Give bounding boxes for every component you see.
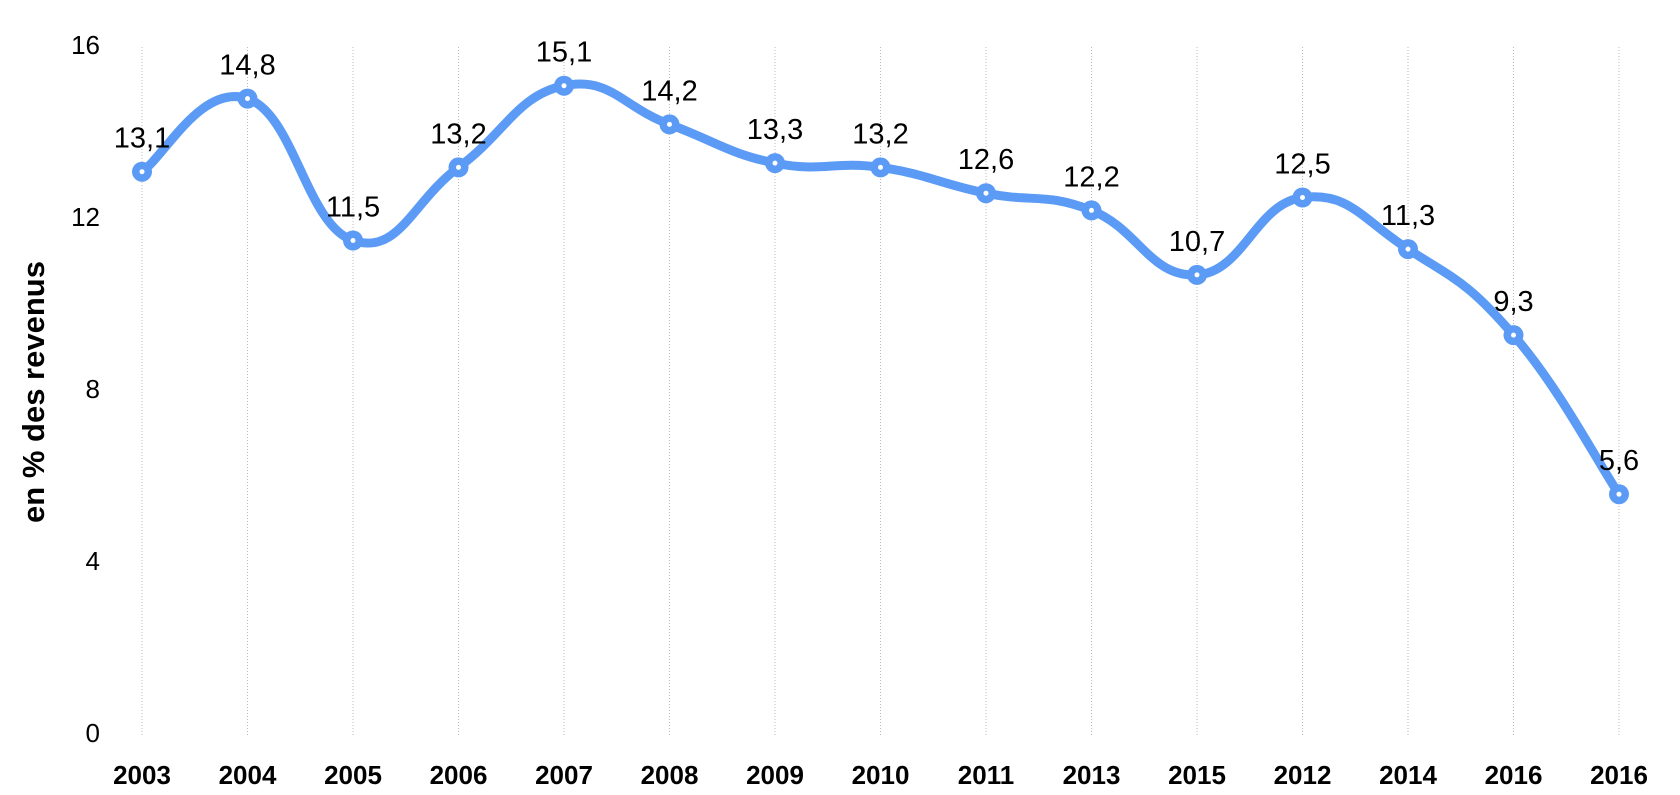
- data-label: 9,3: [1493, 286, 1533, 318]
- data-point-center: [1300, 195, 1305, 200]
- data-point-center: [139, 169, 145, 175]
- x-tick-label: 2005: [324, 760, 382, 790]
- x-tick-label: 2011: [958, 760, 1014, 790]
- y-axis-title: en % des revenus: [16, 261, 51, 523]
- data-label: 15,1: [536, 37, 592, 69]
- x-tick-label: 2004: [219, 760, 277, 790]
- data-label: 5,6: [1599, 445, 1639, 477]
- y-tick-label: 16: [71, 30, 100, 60]
- data-point-center: [1616, 491, 1622, 497]
- x-tick-label: 2016: [1485, 760, 1543, 790]
- data-label: 13,3: [747, 114, 803, 146]
- data-point-center: [1194, 272, 1200, 278]
- data-points: [132, 75, 1629, 505]
- x-tick-label: 2006: [430, 760, 488, 790]
- data-label: 13,1: [114, 123, 170, 155]
- data-point-center: [561, 83, 567, 89]
- data-label: 14,8: [219, 50, 275, 82]
- data-point-center: [1405, 246, 1411, 252]
- x-tick-label: 2003: [113, 760, 171, 790]
- y-tick-label: 8: [86, 374, 100, 404]
- data-label: 14,2: [641, 75, 697, 107]
- data-point-center: [878, 164, 883, 170]
- data-point-center: [983, 190, 989, 196]
- y-tick-label: 0: [86, 718, 100, 748]
- data-label: 11,5: [326, 192, 380, 224]
- x-tick-label: 2007: [535, 760, 593, 790]
- data-point-center: [772, 160, 778, 166]
- x-tick-label: 2014: [1379, 760, 1437, 790]
- data-label: 12,6: [958, 144, 1014, 176]
- x-axis-ticks: 2003 2004 2005 2006 2007 2008 2009 2010 2011 2013…: [113, 760, 1648, 790]
- y-axis-ticks: 0 4 8 12 16: [71, 30, 100, 748]
- data-label: 12,5: [1274, 149, 1330, 181]
- data-label: 13,2: [430, 118, 486, 150]
- x-tick-label: 2010: [852, 760, 910, 790]
- x-tick-label: 2013: [1063, 760, 1121, 790]
- data-label: 10,7: [1169, 226, 1225, 258]
- x-tick-label: 2016: [1590, 760, 1648, 790]
- data-point-center: [456, 164, 461, 170]
- x-tick-label: 2015: [1168, 760, 1226, 790]
- data-label: 11,3: [1381, 200, 1435, 232]
- data-point-center: [1511, 332, 1516, 338]
- data-point-center: [667, 121, 672, 127]
- x-tick-label: 2012: [1274, 760, 1332, 790]
- data-point-center: [245, 96, 250, 102]
- data-point-center: [350, 238, 356, 243]
- x-tick-label: 2009: [746, 760, 804, 790]
- data-labels: 13,1 14,8 11,5 13,2 15,1 14,2 13,3 13,2 12,6 12,2…: [114, 37, 1639, 478]
- y-tick-label: 4: [86, 546, 100, 576]
- x-tick-label: 2008: [641, 760, 699, 790]
- data-label: 12,2: [1063, 161, 1119, 193]
- data-label: 13,2: [852, 118, 908, 150]
- y-tick-label: 12: [71, 202, 100, 232]
- data-point-center: [1089, 207, 1094, 213]
